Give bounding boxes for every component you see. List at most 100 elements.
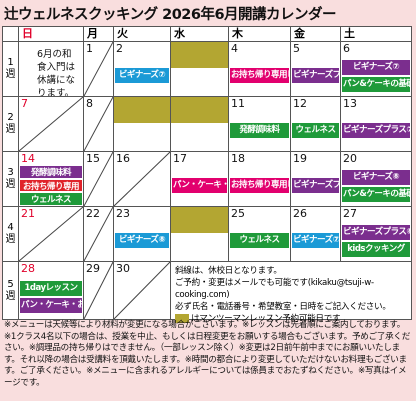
event-list: お持ち帰り専用ピザ⑦ <box>230 56 289 95</box>
lesson: ビギナーズプラス⑧ <box>292 178 339 193</box>
day-cell: 10 <box>170 96 229 152</box>
event-list: パン・ケーキ・お菓子 <box>172 166 227 205</box>
date: 15 <box>86 152 100 165</box>
note-line: ご予約・変更はメールでも可能です(kikaku@tsuji-w-cooking.… <box>175 278 374 300</box>
day-cell: 14 発酵調味料 お持ち帰り専用 ウェルネス <box>18 151 84 207</box>
diagonal <box>114 152 170 206</box>
diagonal <box>19 97 83 151</box>
closed-mark <box>84 42 113 96</box>
note-line: 必ず氏名・電話番号・希望教室・日時をご記入ください。 <box>175 302 391 312</box>
day-cell: 4 お持ち帰り専用ピザ⑦ <box>228 41 291 97</box>
day-cell: 7 <box>18 96 84 152</box>
event-list: 発酵調味料 お持ち帰り専用 ウェルネス <box>20 166 82 206</box>
event-list: ウェルネス <box>230 221 289 260</box>
diagonal <box>84 207 113 261</box>
event-list <box>171 42 228 95</box>
date: 12 <box>293 97 307 110</box>
diagonal <box>114 262 170 319</box>
lesson: 発酵調味料 <box>230 123 289 138</box>
event-list: ビギナーズ⑧ <box>115 221 169 260</box>
lesson: ウェルネス <box>292 123 339 138</box>
date: 13 <box>343 97 357 110</box>
weekday-header: 金 <box>290 26 341 42</box>
week-number: 1 <box>7 57 14 68</box>
date: 19 <box>293 152 307 165</box>
date: 21 <box>21 207 35 220</box>
day-cell: 3 <box>170 41 229 97</box>
event-list: ビギナーズプラス⑧ kidsクッキング <box>342 221 410 260</box>
legend: はマンツーマンレッスン予約可能日です <box>175 313 409 325</box>
lesson: パン&ケーキの基礎 <box>342 186 410 202</box>
date: 17 <box>173 152 187 165</box>
closed-mark <box>84 152 113 206</box>
diagonal <box>84 42 113 96</box>
footnotes: ※メニューは天候等により材料が変更になる場合がございます。※レッスンは先着順にご… <box>4 320 411 388</box>
legend-text: はマンツーマンレッスン予約可能日です <box>191 314 341 324</box>
date: 8 <box>86 97 93 110</box>
private-lesson-slot <box>171 42 228 68</box>
lesson: お持ち帰り専用 <box>20 179 82 192</box>
lesson: ビギナーズ⑦ <box>115 68 169 83</box>
event-list: ウェルネス <box>292 111 339 150</box>
event-list <box>171 97 228 150</box>
event-list: ビギナーズ⑧ パン&ケーキの基礎 <box>342 166 410 205</box>
closed-mark <box>19 207 83 261</box>
lesson: ビギナーズプラス⑧ <box>342 224 410 240</box>
event-list <box>171 207 228 260</box>
closed-mark <box>84 97 113 151</box>
event-list: ビギナーズプラス⑦ <box>292 56 339 95</box>
day-cell: 9 <box>113 96 171 152</box>
day-cell: 21 <box>18 206 84 262</box>
lesson: 1dayレッスン <box>20 281 82 296</box>
private-lesson-slot <box>114 97 170 123</box>
day-cell: 23 ビギナーズ⑧ <box>113 206 171 262</box>
day-cell: 16 <box>113 151 171 207</box>
day-cell: 25 ウェルネス <box>228 206 291 262</box>
closed-mark <box>84 262 113 319</box>
day-cell: 19 ビギナーズプラス⑧ <box>290 151 341 207</box>
date: 2 <box>116 42 123 55</box>
day-cell: 12 ウェルネス <box>290 96 341 152</box>
date: 1 <box>86 42 93 55</box>
lesson: ビギナーズ⑦ <box>342 59 410 75</box>
date: 29 <box>86 262 100 275</box>
date: 5 <box>293 42 300 55</box>
lesson: ウェルネス <box>230 233 289 248</box>
date: 6 <box>343 42 350 55</box>
date: 7 <box>21 97 28 110</box>
lesson: ビギナーズプラス⑦ <box>292 68 339 83</box>
week-suffix: 週 <box>5 290 16 302</box>
closed-mark <box>114 262 170 319</box>
weekday-header: 木 <box>228 26 291 42</box>
lesson: ウェルネス <box>20 193 82 206</box>
date: 26 <box>293 207 307 220</box>
date: 14 <box>21 152 35 165</box>
date: 11 <box>231 97 245 110</box>
date: 22 <box>86 207 100 220</box>
week-suffix: 週 <box>5 179 16 190</box>
day-cell: 13 ビギナーズプラス⑦ <box>340 96 412 152</box>
week-suffix: 週 <box>5 69 16 80</box>
lesson: お持ち帰り専用ピザ⑧ <box>230 178 289 193</box>
closed-mark <box>19 97 83 151</box>
diagonal <box>84 152 113 206</box>
day-cell: 18 お持ち帰り専用ピザ⑧ <box>228 151 291 207</box>
event-list <box>114 97 170 150</box>
day-cell: 8 <box>83 96 114 152</box>
event-list: ビギナーズ⑦ パン&ケーキの基礎 <box>342 56 410 95</box>
day-cell: 27 ビギナーズプラス⑧ kidsクッキング <box>340 206 412 262</box>
event-list: ビギナーズプラス⑦ <box>342 111 410 150</box>
event-list: 発酵調味料 <box>230 111 289 150</box>
day-cell: 6月の和食入門は休講になります。 <box>18 41 84 97</box>
date: 16 <box>116 152 130 165</box>
event-list: ビギナーズ⑦ <box>292 221 339 260</box>
closed-mark <box>114 152 170 206</box>
title: 辻ウェルネスクッキング 2026年6月開講カレンダー <box>4 7 337 23</box>
note-line: 斜線は、休校日となります。 <box>175 266 282 276</box>
